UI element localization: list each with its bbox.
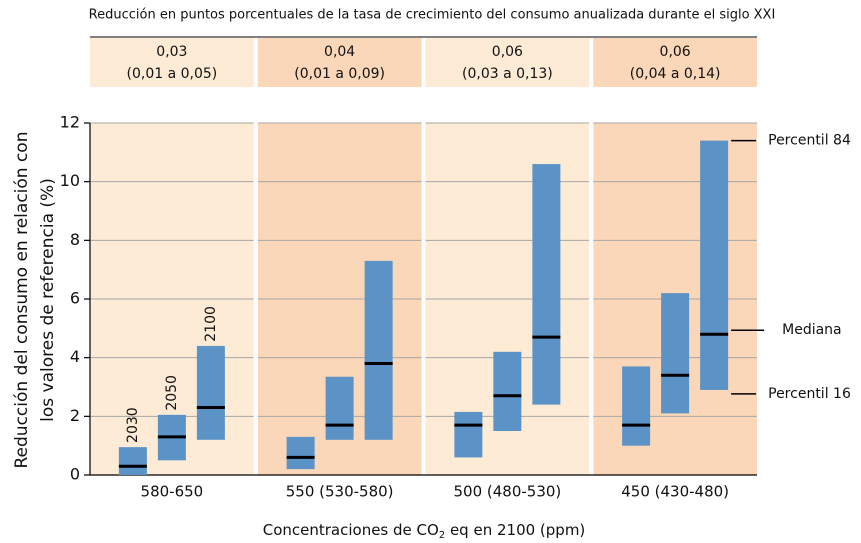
y-tick-label: 8 <box>70 230 80 249</box>
annotation: Percentil 16 <box>768 386 851 402</box>
x-tick-label: 550 (530-580) <box>286 483 394 501</box>
y-tick-label: 10 <box>60 171 80 190</box>
range-bar <box>700 140 729 390</box>
header-value: 0,06 <box>492 44 523 60</box>
y-tick-label: 4 <box>70 347 80 366</box>
header-cell <box>593 38 757 87</box>
x-axis-label-part: Concentraciones de CO <box>263 521 439 539</box>
range-bar <box>286 436 315 470</box>
y-tick-label: 12 <box>60 113 80 132</box>
y-tick-label: 0 <box>70 465 80 484</box>
x-tick-label: 450 (430-480) <box>621 483 729 501</box>
panel-separator <box>589 121 594 475</box>
header-value: 0,03 <box>156 44 187 60</box>
header-value: 0,04 <box>324 44 355 60</box>
y-axis-label: Reducción del consumo en relación con <box>12 132 32 469</box>
range-bar <box>325 376 354 440</box>
y-axis-label: los valores de referencia (%) <box>38 178 58 422</box>
x-axis-label-subscript: 2 <box>439 530 445 541</box>
range-bar <box>532 164 561 405</box>
header-cell <box>257 38 422 87</box>
range-bar <box>196 345 225 440</box>
annotation: Percentil 84 <box>768 133 851 149</box>
x-axis-label-part: eq en 2100 (ppm) <box>445 521 585 539</box>
y-tick-label: 2 <box>70 406 80 425</box>
range-bar <box>493 351 522 431</box>
header-title: Reducción en puntos porcentuales de la t… <box>89 8 776 23</box>
annotation: Mediana <box>782 322 842 338</box>
header-value: 0,06 <box>660 44 691 60</box>
x-axis-label: Concentraciones de CO2 eq en 2100 (ppm) <box>263 521 586 542</box>
header-cell <box>425 38 590 87</box>
range-bar <box>454 411 483 458</box>
header-cell <box>90 38 254 87</box>
bar-label: 2100 <box>203 306 219 342</box>
header-range: (0,04 a 0,14) <box>630 66 721 82</box>
x-tick-label: 500 (480-530) <box>453 483 561 501</box>
bar-label: 2030 <box>125 407 141 443</box>
y-tick-label: 6 <box>70 289 80 308</box>
panel-separator <box>253 121 258 475</box>
range-bar <box>118 447 147 475</box>
range-bar <box>661 293 690 414</box>
bar-label: 2050 <box>164 375 180 411</box>
range-bar <box>364 260 393 440</box>
header-range: (0,01 a 0,05) <box>127 66 218 82</box>
header-range: (0,03 a 0,13) <box>462 66 553 82</box>
x-tick-label: 580-650 <box>141 483 204 501</box>
panel-separator <box>421 121 426 475</box>
range-bar <box>622 366 651 446</box>
header-range: (0,01 a 0,09) <box>294 66 385 82</box>
